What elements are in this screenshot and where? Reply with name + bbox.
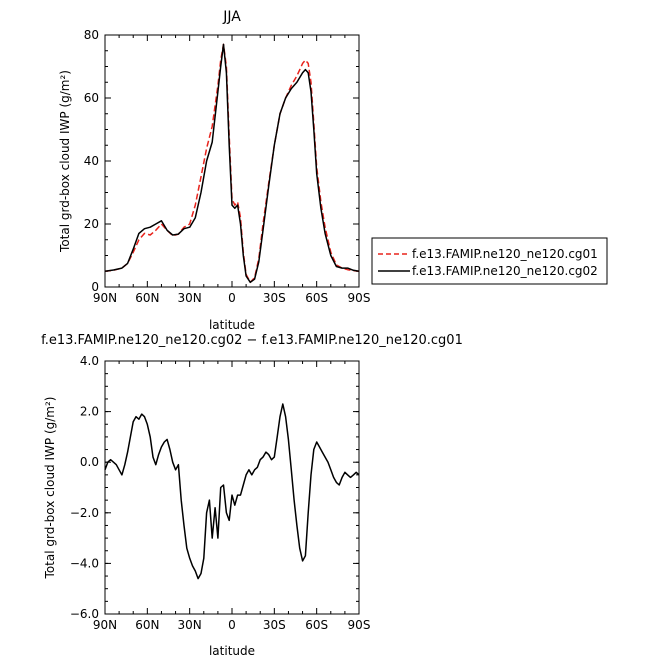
- y-axis-label: Total grd-box cloud IWP (g/m²): [43, 397, 57, 580]
- x-tick-label: 90N: [93, 291, 117, 305]
- x-axis-label: latitude: [209, 644, 255, 658]
- legend: f.e13.FAMIP.ne120_ne120.cg01 f.e13.FAMIP.…: [371, 237, 608, 285]
- y-tick-label: −2.0: [70, 506, 99, 520]
- x-tick-label: 60S: [305, 291, 328, 305]
- y-tick-label: 60: [84, 91, 99, 105]
- y-tick-label: −6.0: [70, 607, 99, 621]
- x-tick-label: 30N: [178, 618, 202, 632]
- legend-label: f.e13.FAMIP.ne120_ne120.cg02: [412, 264, 598, 278]
- x-tick-label: 60N: [135, 618, 159, 632]
- x-tick-label: 30S: [263, 291, 286, 305]
- chart-title: f.e13.FAMIP.ne120_ne120.cg02 − f.e13.FAM…: [41, 333, 463, 348]
- x-tick-label: 90S: [348, 618, 371, 632]
- plot-frame: [104, 360, 360, 615]
- x-tick-label: 90S: [348, 291, 371, 305]
- y-tick-label: −4.0: [70, 556, 99, 570]
- x-tick-label: 60N: [135, 291, 159, 305]
- plot-frame: [104, 34, 360, 288]
- series-line-1: [104, 403, 360, 580]
- y-axis-label: Total grd-box cloud IWP (g/m²): [58, 70, 72, 253]
- y-tick-label: 0.0: [80, 455, 99, 469]
- x-tick-label: 0: [228, 291, 236, 305]
- y-tick-label: 0: [91, 280, 99, 294]
- x-tick-label: 60S: [305, 618, 328, 632]
- x-tick-label: 0: [228, 618, 236, 632]
- x-tick-label: 30S: [263, 618, 286, 632]
- y-tick-label: 2.0: [80, 405, 99, 419]
- legend-box: [371, 237, 608, 285]
- y-tick-label: 20: [84, 217, 99, 231]
- chart-2: f.e13.FAMIP.ne120_ne120.cg02 − f.e13.FAM…: [41, 333, 463, 658]
- y-tick-label: 80: [84, 28, 99, 42]
- chart-1: JJA 90N 60N 30N 0 30S 60S 90S 0 20 40 60 80 latitude T…: [58, 9, 370, 332]
- y-tick-label: 40: [84, 154, 99, 168]
- x-tick-label: 90N: [93, 618, 117, 632]
- legend-label: f.e13.FAMIP.ne120_ne120.cg01: [412, 247, 598, 261]
- y-tick-label: 4.0: [80, 354, 99, 368]
- series-line-1: [104, 43, 360, 284]
- x-axis-label: latitude: [209, 318, 255, 332]
- chart-title: JJA: [222, 9, 241, 25]
- series-line-2: [104, 43, 360, 284]
- x-tick-label: 30N: [178, 291, 202, 305]
